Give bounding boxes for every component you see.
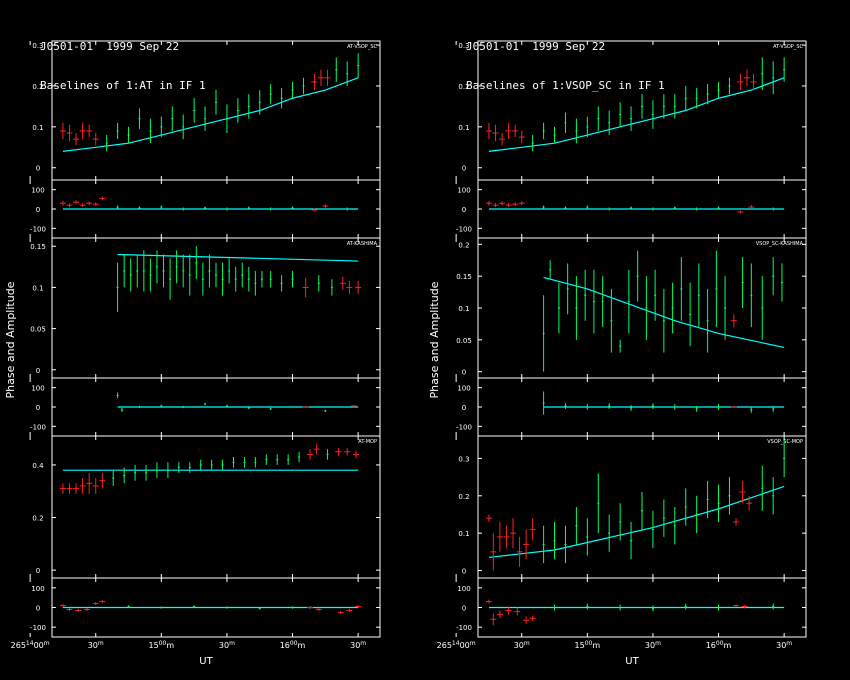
phase-tick-label: 100 [31,187,44,195]
baseline-panel-2: AT-MOP 0.4 0.2 0 100 0 -100 [29,435,381,638]
amp-tick-label: 0.3 [32,42,43,50]
amp-tick-label: 0.1 [458,305,469,313]
phase-tick-label: -100 [456,423,472,431]
phase-tick-label: 0 [462,206,466,214]
baseline-label: AT-VSOP_SC [347,44,377,50]
baseline-label: AT-VSOP_SC [773,44,803,50]
amp-tick-label: 0.4 [32,462,44,470]
baseline-panel-5: VSOP_SC-MOP 0.3 0.2 0.1 0 100 0 -100 [455,435,807,638]
x-tick-label: 1500m [575,640,601,651]
model-curve [62,77,359,152]
right-plot-subtitle: Baselines of 1:VSOP_SC in IF 1 [466,79,665,92]
baseline-panel-0: AT-VSOP_SC 0.3 0.2 0.1 0 100 0 -100 [29,40,381,239]
x-tick-label: 1600m [280,640,306,651]
x-tick-label: 30m [776,640,792,651]
amp-tick-label: 0 [36,567,40,575]
left-plot-subtitle: Baselines of 1:AT in IF 1 [40,79,206,92]
x-tick-label: 2651400m [437,640,476,651]
x-tick-label: 30m [350,640,366,651]
phase-tick-label: 0 [462,404,466,412]
phase-tick-label: 0 [36,404,40,412]
y-axis-label: Phase and Amplitude [428,281,441,398]
phase-tick-label: -100 [30,624,46,632]
amp-tick-label: 0.2 [458,241,469,249]
phase-tick-label: -100 [30,225,46,233]
phase-tick-label: 100 [31,385,44,393]
model-curve [117,253,359,262]
amp-tick-label: 0 [462,165,466,173]
amp-tick-label: 0.1 [32,284,43,292]
amp-tick-label: 0.05 [456,337,472,345]
x-tick-label: 30m [219,640,235,651]
right-plot-title: J0501-01 1999 Sep 22 [466,40,606,53]
baseline-panel-4: VSOP_SC-KASHIMA 0.2 0.15 0.1 0.05 0 100 0 -100 [455,237,807,437]
model-curve [543,276,785,349]
amp-tick-label: 0.2 [458,493,469,501]
amp-tick-label: 0 [462,369,466,377]
column-axes-1: 2651400m 30m 1500m 30m 1600m 30m UT Phase and A… [428,281,792,667]
right-column-header: J0501-01 1999 Sep 22 Baselines of 1:VSOP… [466,14,665,105]
amp-tick-label: 0.1 [458,530,469,538]
phase-tick-label: -100 [30,423,46,431]
x-tick-label: 30m [645,640,661,651]
baseline-label: VSOP_SC-MOP [767,439,803,445]
amplitude-frame [51,237,381,379]
model-curve [488,77,785,152]
phase-tick-label: -100 [456,225,472,233]
amp-tick-label: 0.2 [32,83,43,91]
phase-tick-label: 0 [36,605,40,613]
amp-tick-label: 0 [36,165,40,173]
phase-tick-label: 100 [457,385,470,393]
phase-tick-label: 0 [462,605,466,613]
baseline-label: AT-MOP [358,439,377,445]
amp-tick-label: 0.3 [458,42,469,50]
left-column-header: J0501-01 1999 Sep 22 Baselines of 1:AT i… [40,14,206,105]
x-tick-label: 1600m [706,640,732,651]
x-axis-label: UT [625,656,639,667]
x-tick-label: 30m [88,640,104,651]
baseline-label: AT-KASHIMA [347,241,378,247]
amplitude-frame [51,435,381,579]
amp-tick-label: 0.15 [30,243,46,251]
amp-tick-label: 0.3 [458,455,469,463]
model-curve [488,485,785,559]
phase-tick-label: -100 [456,624,472,632]
amplitude-frame [477,237,807,379]
amp-tick-label: 0.2 [458,83,469,91]
x-tick-label: 2651400m [11,640,50,651]
baseline-panel-1: AT-KASHIMA 0.15 0.1 0.05 0 100 0 -100 [29,237,381,437]
amp-tick-label: 0 [462,568,466,576]
phase-tick-label: 0 [36,206,40,214]
amp-tick-label: 0.2 [32,515,43,523]
amp-tick-label: 0 [36,367,40,375]
left-plot-title: J0501-01 1999 Sep 22 [40,40,180,53]
amp-tick-label: 0.1 [32,124,43,132]
x-axis-label: UT [199,656,213,667]
baseline-panel-3: AT-VSOP_SC 0.3 0.2 0.1 0 100 0 -100 [455,40,807,239]
amp-tick-label: 0.05 [30,326,46,334]
x-tick-label: 30m [514,640,530,651]
phase-tick-label: 100 [31,585,44,593]
amp-tick-label: 0.1 [458,124,469,132]
phase-tick-label: 100 [457,187,470,195]
phase-tick-label: 100 [457,585,470,593]
amp-tick-label: 0.15 [456,273,472,281]
y-axis-label: Phase and Amplitude [4,281,17,398]
column-axes-0: 2651400m 30m 1500m 30m 1600m 30m UT Phase and A… [4,281,366,667]
baseline-label: VSOP_SC-KASHIMA [756,241,804,247]
x-tick-label: 1500m [149,640,175,651]
